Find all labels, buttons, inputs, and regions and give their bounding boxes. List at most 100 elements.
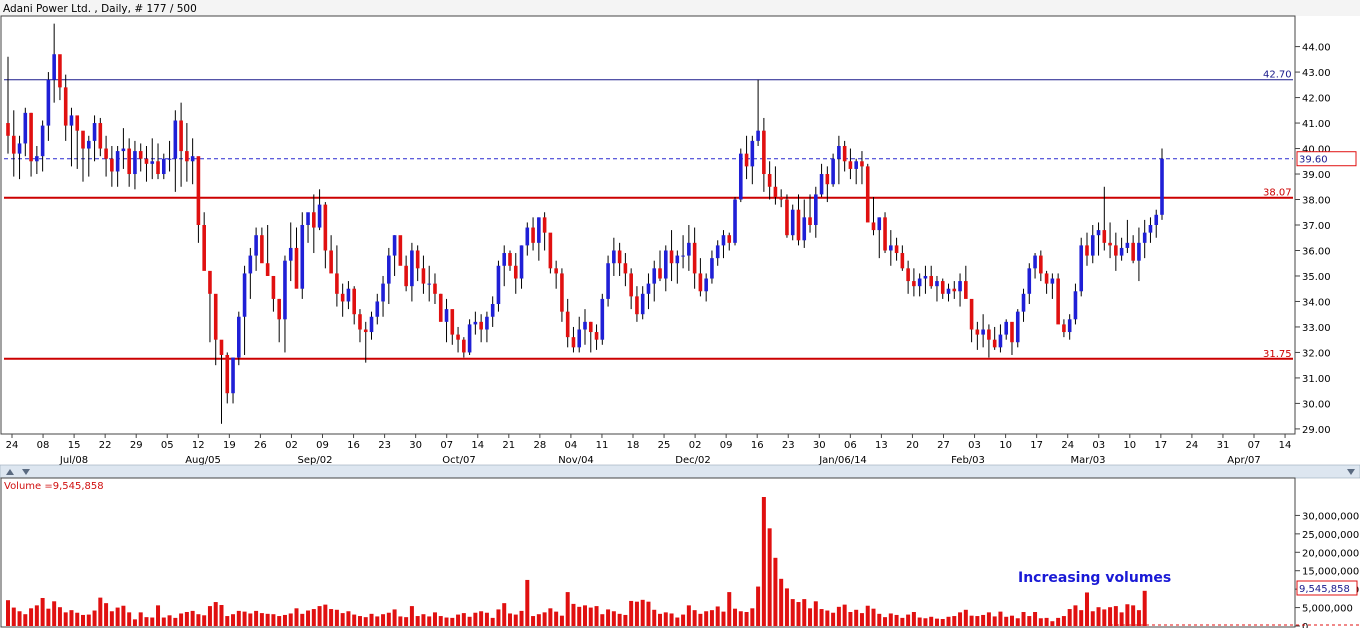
volume-bar bbox=[271, 614, 276, 626]
volume-bar bbox=[686, 605, 691, 626]
volume-annotation: Increasing volumes bbox=[1018, 570, 1171, 586]
x-day-label: 03 bbox=[968, 440, 981, 451]
volume-bar bbox=[248, 613, 253, 626]
x-month-label: Sep/02 bbox=[298, 455, 333, 466]
candle-body bbox=[479, 321, 483, 330]
volume-bar bbox=[981, 614, 986, 626]
panel-splitter[interactable] bbox=[0, 464, 1360, 479]
volume-bar bbox=[808, 608, 813, 626]
volume-bar bbox=[502, 603, 507, 626]
volume-y-tick-label: 5,000,000 bbox=[1302, 604, 1353, 615]
volume-bar bbox=[92, 610, 97, 626]
x-day-label: 24 bbox=[1186, 440, 1199, 451]
candle-body bbox=[485, 316, 489, 330]
candle-body bbox=[687, 242, 691, 256]
volume-bar bbox=[929, 616, 934, 626]
price-y-tick-label: 38.00 bbox=[1302, 196, 1331, 207]
x-day-label: 11 bbox=[596, 440, 609, 451]
candle-body bbox=[1050, 278, 1055, 284]
volume-y-tick-label: 30,000,000 bbox=[1302, 511, 1359, 522]
volume-bar bbox=[934, 618, 939, 626]
candle-body bbox=[462, 339, 466, 353]
candle-body bbox=[565, 311, 570, 338]
candle-body bbox=[6, 123, 10, 136]
volume-bar bbox=[473, 612, 478, 626]
volume-bar bbox=[1119, 612, 1124, 626]
panel-collapse-icon[interactable] bbox=[1347, 469, 1355, 475]
candle-body bbox=[335, 273, 339, 294]
candle-body bbox=[848, 161, 853, 169]
candle-body bbox=[1125, 242, 1130, 248]
volume-bar bbox=[421, 614, 426, 626]
volume-bar bbox=[1079, 610, 1084, 626]
candle-body bbox=[658, 268, 662, 279]
volume-bar bbox=[623, 614, 628, 626]
candle-body bbox=[987, 329, 991, 340]
volume-bar bbox=[132, 619, 137, 626]
candle-body bbox=[842, 145, 847, 162]
candle-body bbox=[490, 304, 495, 317]
candle-body bbox=[756, 130, 760, 141]
volume-bar bbox=[311, 609, 316, 626]
volume-bar bbox=[69, 610, 74, 626]
candle-body bbox=[1039, 255, 1043, 274]
volume-bar bbox=[842, 604, 847, 626]
volume-bar bbox=[150, 617, 155, 626]
candle-body bbox=[438, 293, 443, 322]
candle-body bbox=[323, 204, 328, 251]
candle-body bbox=[1067, 319, 1072, 333]
candle-body bbox=[923, 275, 928, 279]
candle-body bbox=[11, 135, 16, 154]
volume-bar bbox=[467, 616, 472, 626]
candle-body bbox=[513, 265, 518, 279]
x-day-label: 07 bbox=[440, 440, 453, 451]
candle-body bbox=[710, 258, 714, 279]
volume-y-tick-label: 25,000,000 bbox=[1302, 530, 1359, 541]
volume-bar bbox=[784, 588, 789, 626]
volume-bar bbox=[559, 615, 564, 626]
candle-body bbox=[785, 199, 789, 236]
candle-body bbox=[969, 298, 974, 330]
scroll-down-arrow-icon[interactable] bbox=[22, 469, 30, 475]
volume-bar bbox=[357, 616, 362, 626]
candle-body bbox=[92, 123, 97, 141]
candle-body bbox=[312, 212, 316, 228]
x-day-label: 09 bbox=[316, 440, 329, 451]
candle-body bbox=[779, 196, 783, 200]
x-day-label: 13 bbox=[875, 440, 888, 451]
candlestick-series bbox=[6, 23, 1164, 424]
candle-body bbox=[358, 314, 362, 330]
volume-bar bbox=[317, 606, 322, 626]
volume-bar bbox=[548, 608, 553, 626]
volume-bar bbox=[859, 613, 864, 626]
volume-bar bbox=[1056, 617, 1061, 626]
volume-bar bbox=[1033, 611, 1038, 626]
candle-body bbox=[929, 275, 933, 287]
candle-body bbox=[1085, 245, 1089, 256]
x-month-label: Apr/07 bbox=[1227, 455, 1260, 466]
price-level-label: 31.75 bbox=[1263, 349, 1292, 360]
volume-bar bbox=[640, 599, 645, 626]
volume-bar bbox=[796, 602, 801, 626]
volume-bar bbox=[992, 616, 997, 626]
volume-bar bbox=[542, 612, 547, 626]
price-panel bbox=[0, 15, 1296, 435]
candle-body bbox=[721, 235, 726, 246]
candle-body bbox=[29, 112, 33, 162]
candle-body bbox=[167, 158, 172, 160]
candle-body bbox=[1015, 311, 1020, 343]
candle-body bbox=[537, 217, 541, 243]
volume-bar bbox=[63, 612, 68, 626]
candle-body bbox=[860, 161, 864, 167]
volume-bar bbox=[940, 618, 945, 626]
volume-bar bbox=[617, 613, 622, 626]
price-y-tick-label: 31.00 bbox=[1302, 374, 1331, 385]
volume-bar bbox=[750, 608, 755, 626]
current-volume-box bbox=[1296, 580, 1358, 596]
candle-body bbox=[456, 334, 460, 340]
candle-body bbox=[288, 247, 293, 261]
volume-bar bbox=[306, 610, 311, 626]
candle-body bbox=[617, 250, 622, 264]
scroll-up-arrow-icon[interactable] bbox=[6, 469, 14, 475]
x-day-label: 22 bbox=[99, 440, 112, 451]
